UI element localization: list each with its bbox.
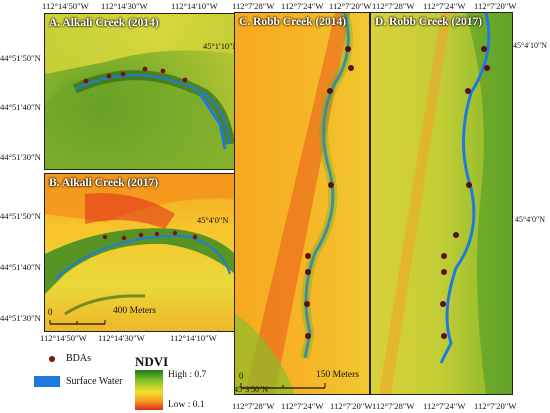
panel-alkali-2014: A. Alkali Creek (2014) 45°1′10″N xyxy=(44,13,236,170)
robb-lon-label-bottom: 112°7′20″W xyxy=(330,401,373,411)
panel-alkali-2017: B. Alkali Creek (2017) 45°4′0″N 0 400 Me… xyxy=(44,173,236,332)
bda-marker-icon xyxy=(49,356,55,362)
scale-bar-label: 400 Meters xyxy=(113,306,157,316)
robb-lon-label-bottom-d: 112°7′28″W xyxy=(372,401,415,411)
lat-label-b: 44°51′50″N xyxy=(0,211,41,221)
robb-lon-label-top: 112°7′24″W xyxy=(281,1,324,11)
lat-label-b: 44°51′30″N xyxy=(0,313,41,323)
ndvi-raster-d xyxy=(371,13,512,394)
lat-label-a: 44°51′30″N xyxy=(0,152,41,162)
robb-lon-label-bottom-d: 112°7′20″W xyxy=(474,401,517,411)
ndvi-raster-b xyxy=(45,174,235,331)
alkali-lon-label-bottom: 112°14′10″W xyxy=(170,333,217,343)
panel-title: A. Alkali Creek (2014) xyxy=(49,17,159,29)
ndvi-raster-c xyxy=(235,13,369,394)
lat-label-a: 44°51′50″N xyxy=(0,53,41,63)
robb-lon-label-top: 112°7′20″W xyxy=(329,1,372,11)
scale-zero: 0 xyxy=(48,307,53,317)
alkali-lon-label: 112°14′50″W xyxy=(42,1,89,11)
inset-lat-label: 45°1′10″N xyxy=(203,42,236,51)
panel-title: D. Robb Creek (2017) xyxy=(375,16,483,28)
panel-robb-2017: D. Robb Creek (2017) xyxy=(370,12,513,395)
surface-water-swatch xyxy=(34,376,60,387)
alkali-lon-label-bottom: 112°14′50″W xyxy=(40,333,87,343)
robb-lon-label-top: 112°7′28″W xyxy=(232,1,275,11)
robb-lon-label-bottom: 112°7′28″W xyxy=(232,401,275,411)
robb-lon-label-top-d: 112°7′24″W xyxy=(423,1,466,11)
ndvi-color-ramp xyxy=(135,370,163,410)
alkali-lon-label: 112°14′30″W xyxy=(101,1,148,11)
lat-label-b: 44°51′40″N xyxy=(0,262,41,272)
ndvi-high-label: High : 0.7 xyxy=(168,370,207,380)
alkali-lon-label-bottom: 112°14′30″W xyxy=(98,333,145,343)
ndvi-low-label: Low : 0.1 xyxy=(168,400,205,410)
robb-lon-label-bottom-d: 112°7′24″W xyxy=(423,401,466,411)
alkali-lon-label: 112°14′10″W xyxy=(171,1,218,11)
bottom-lat-label: 45°3′50″N xyxy=(234,385,269,394)
robb-lon-label-bottom: 112°7′24″W xyxy=(281,401,324,411)
scale-zero: 0 xyxy=(239,371,244,381)
lat-label-d: 45°4′10″N xyxy=(513,41,548,50)
legend-bdas-label: BDAs xyxy=(66,353,92,364)
lat-label-d: 45°4′0″N xyxy=(515,215,546,224)
robb-lon-label-top-d: 112°7′28″W xyxy=(372,1,415,11)
inset-lat-label: 45°4′0″N xyxy=(197,216,229,225)
panel-robb-2014: C. Robb Creek (2014) 0 150 Meters xyxy=(234,12,370,395)
scale-bar-label: 150 Meters xyxy=(316,370,360,380)
robb-lon-label-top-d: 112°7′20″W xyxy=(474,1,517,11)
ndvi-raster-a xyxy=(45,14,235,169)
panel-title: B. Alkali Creek (2017) xyxy=(49,177,159,189)
ndvi-title: NDVI xyxy=(135,354,169,369)
panel-title: C. Robb Creek (2014) xyxy=(239,16,347,28)
legend-surface-water-label: Surface Water xyxy=(66,376,123,387)
lat-label-a: 44°51′40″N xyxy=(0,102,41,112)
